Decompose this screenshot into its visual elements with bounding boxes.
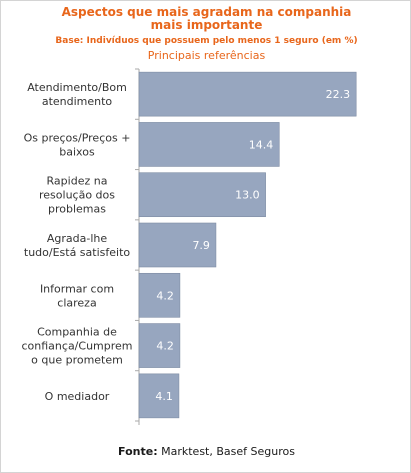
category-label-7: O mediador bbox=[45, 390, 110, 403]
category-label-line: Informar com bbox=[40, 282, 114, 295]
category-label-1: Atendimento/Bom atendimento bbox=[27, 81, 127, 108]
bar-value-label-3: 13.0 bbox=[235, 189, 260, 202]
source-label: Fonte: bbox=[118, 445, 158, 458]
bar-value-label-4: 7.9 bbox=[192, 239, 210, 252]
source-note: Fonte: Marktest, Basef Seguros bbox=[1, 445, 411, 458]
chart-title-line-2: mais importante bbox=[150, 18, 263, 32]
bar-value-label-2: 14.4 bbox=[249, 138, 274, 151]
bar-7 bbox=[138, 373, 180, 419]
category-label-2: Os preços/Preços + baixos bbox=[24, 131, 131, 158]
category-label-4: Agrada-lhe tudo/Está satisfeito bbox=[24, 232, 131, 259]
source-text: Marktest, Basef Seguros bbox=[161, 445, 295, 458]
category-label-5: Informar com clareza bbox=[40, 282, 114, 309]
category-label-line: problemas bbox=[48, 203, 106, 216]
chart-subsubtitle: Principais referências bbox=[147, 49, 266, 62]
bar-4 bbox=[138, 222, 217, 268]
category-label-line: atendimento bbox=[42, 95, 113, 108]
bar-value-label-1: 22.3 bbox=[326, 88, 351, 101]
bar-3 bbox=[138, 172, 266, 218]
bar-value-label-7: 4.1 bbox=[155, 390, 173, 403]
bar-1 bbox=[138, 71, 357, 117]
category-label-line: clareza bbox=[57, 296, 96, 309]
category-label-line: O mediador bbox=[45, 390, 110, 403]
chart-title-line-1: Aspectos que mais agradam na companhia bbox=[61, 5, 352, 19]
category-label-line: Rapidez na bbox=[47, 175, 108, 188]
bar-chart: 22.3 Atendimento/Bom atendimento 14.4 Os pre… bbox=[22, 68, 357, 425]
category-label-line: Companhia de bbox=[37, 326, 117, 339]
bar-2 bbox=[138, 122, 280, 167]
category-label-line: Atendimento/Bom bbox=[27, 81, 127, 94]
bar-value-label-6: 4.2 bbox=[156, 340, 174, 353]
bar-value-label-5: 4.2 bbox=[156, 289, 174, 302]
bar-5 bbox=[138, 272, 181, 318]
category-label-line: resolução dos bbox=[39, 189, 115, 202]
category-label-line: confiança/Cumprem bbox=[22, 340, 133, 353]
bar-6 bbox=[138, 323, 181, 368]
category-label-line: Os preços/Preços + bbox=[24, 131, 131, 144]
category-label-line: o que prometem bbox=[31, 354, 123, 367]
category-label-6: Companhia de confiança/Cumprem o que prome… bbox=[22, 326, 133, 367]
category-label-line: Agrada-lhe bbox=[47, 232, 107, 245]
chart-subtitle: Base: Indivíduos que possuem pelo menos … bbox=[55, 36, 358, 46]
category-label-line: tudo/Está satisfeito bbox=[24, 246, 131, 259]
category-label-line: baixos bbox=[59, 145, 95, 158]
category-label-3: Rapidez na resolução dos problemas bbox=[39, 175, 115, 216]
